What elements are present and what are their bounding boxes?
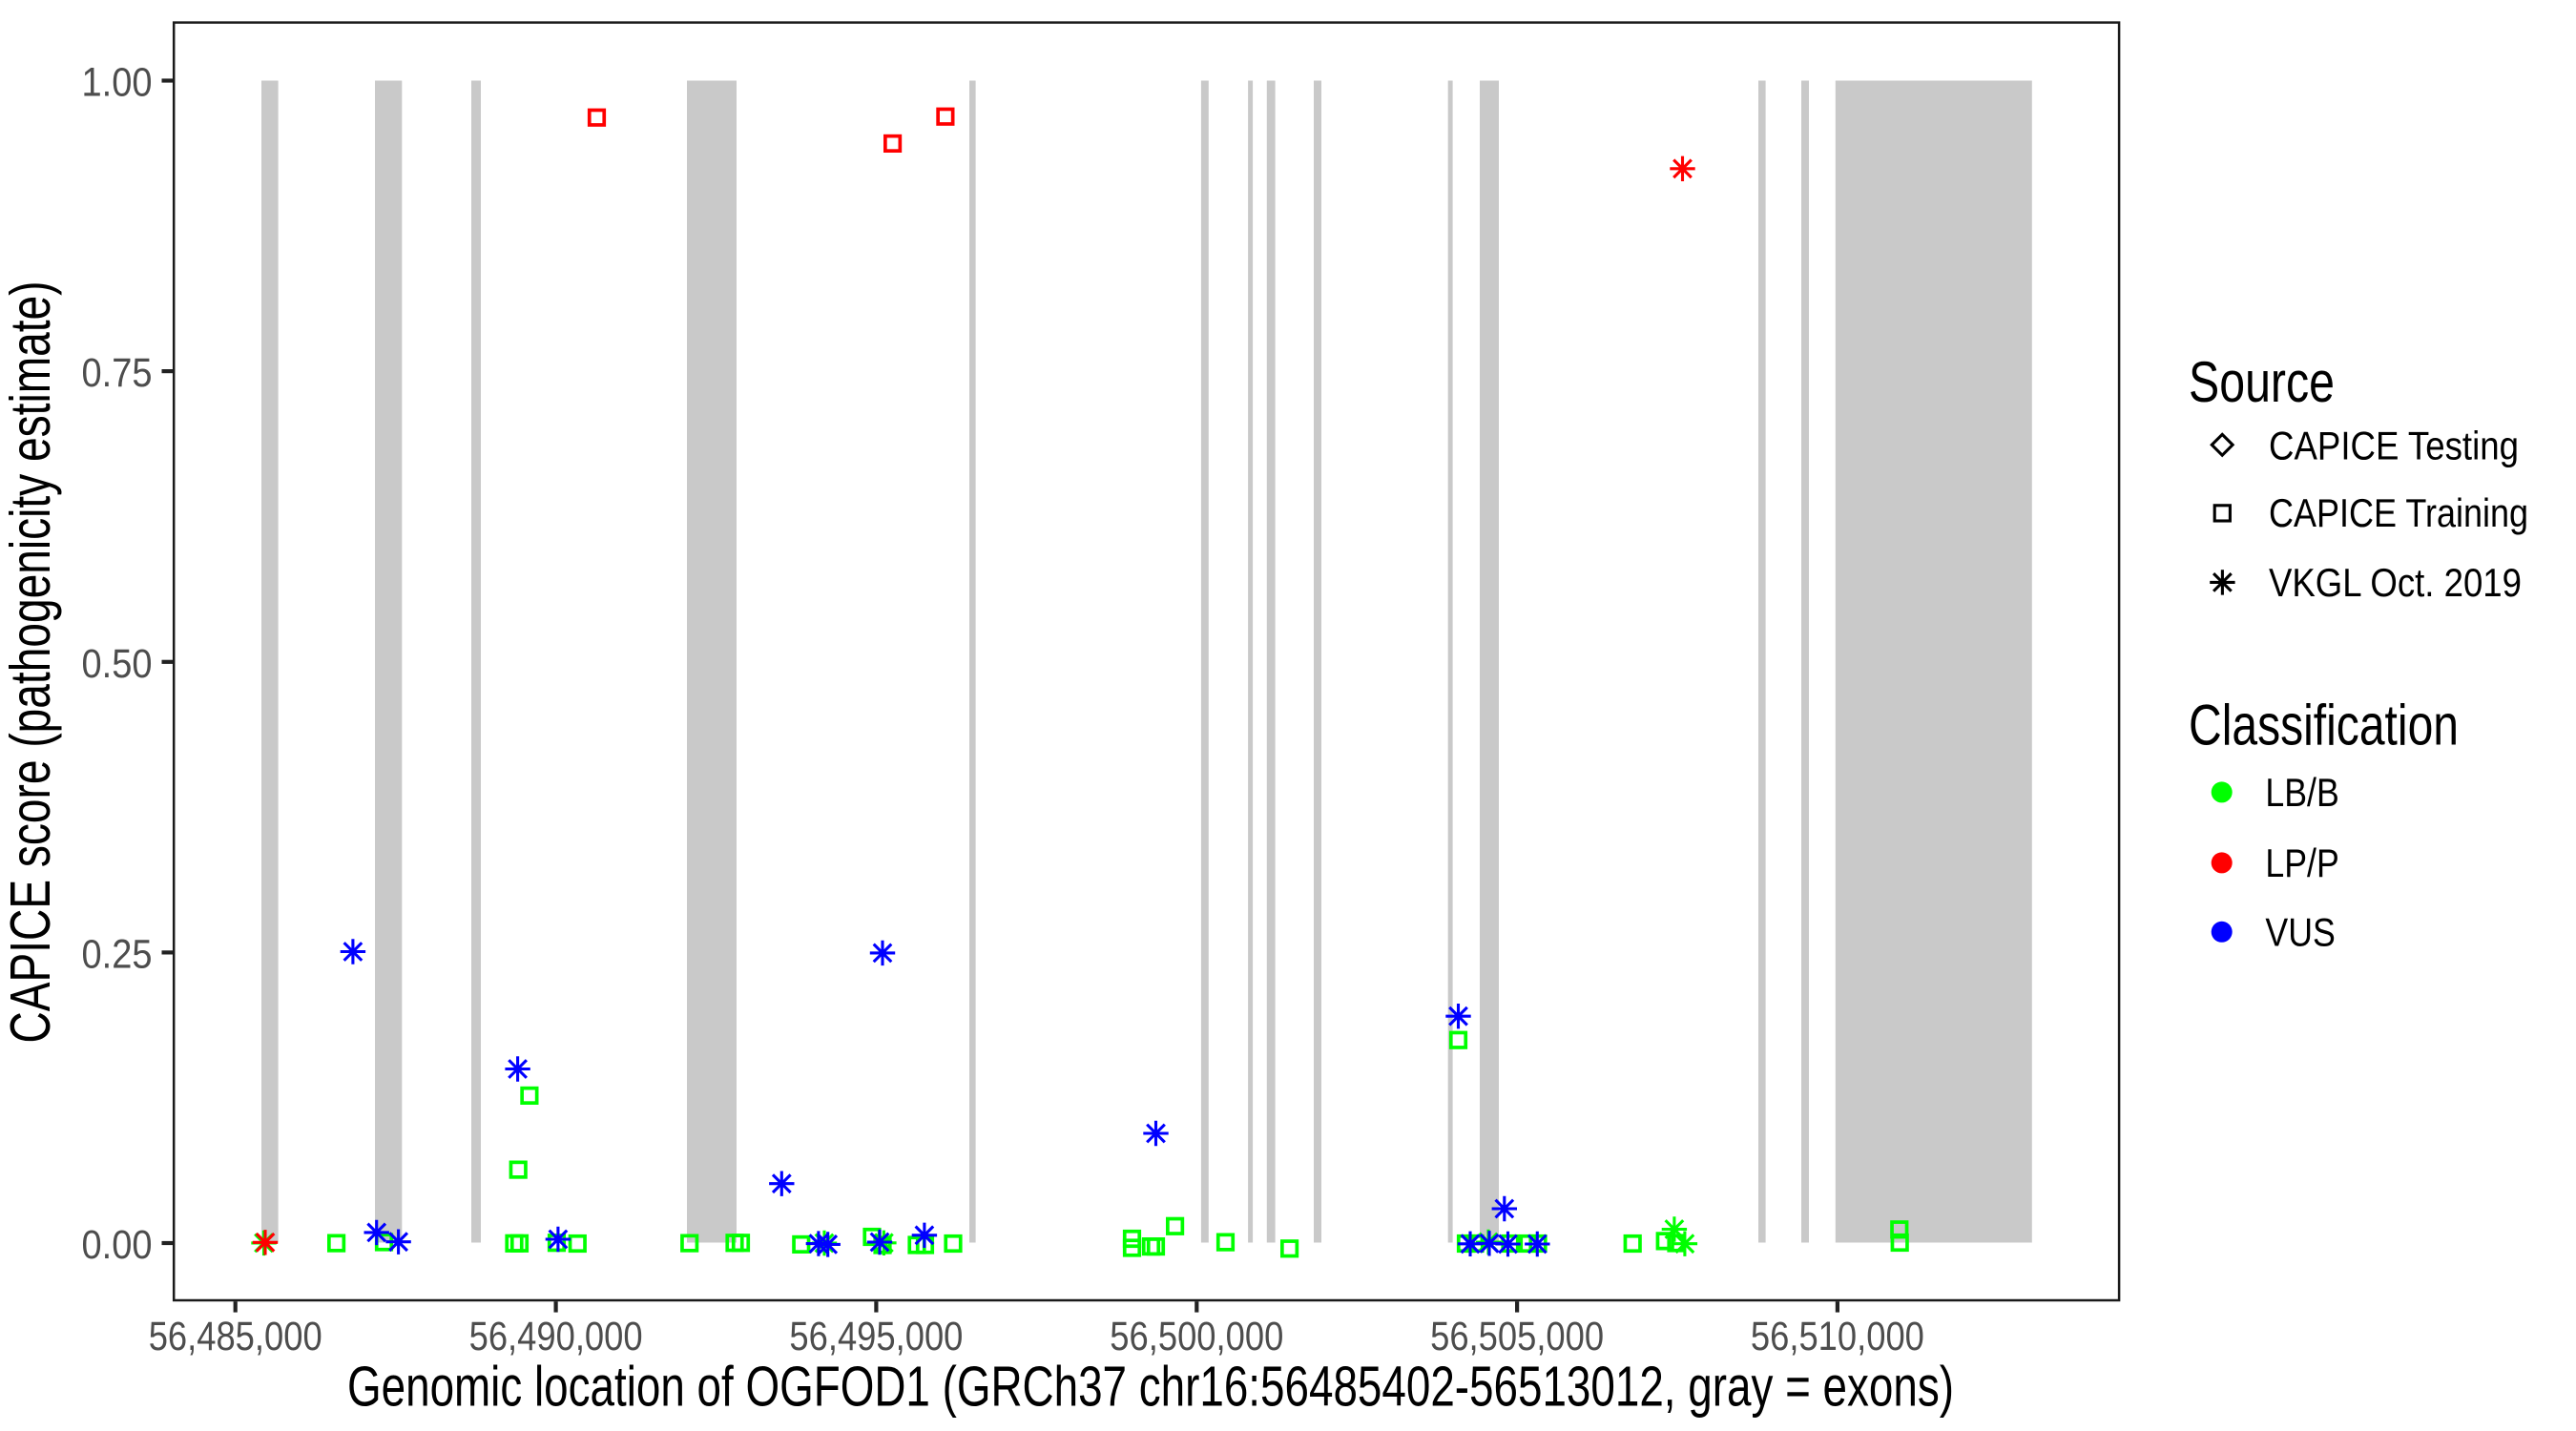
svg-text:56,510,000: 56,510,000: [1751, 1314, 1924, 1359]
svg-text:Classification: Classification: [2189, 694, 2459, 757]
svg-text:0.00: 0.00: [82, 1222, 153, 1268]
svg-text:56,485,000: 56,485,000: [149, 1314, 322, 1359]
svg-text:56,490,000: 56,490,000: [469, 1314, 643, 1359]
svg-text:LP/P: LP/P: [2265, 840, 2338, 885]
svg-text:CAPICE score (pathogenicity es: CAPICE score (pathogenicity estimate): [0, 281, 62, 1044]
svg-text:56,495,000: 56,495,000: [789, 1314, 963, 1359]
svg-text:56,505,000: 56,505,000: [1430, 1314, 1604, 1359]
svg-text:0.25: 0.25: [82, 932, 153, 978]
svg-text:VUS: VUS: [2265, 910, 2335, 955]
svg-text:0.50: 0.50: [82, 641, 153, 687]
svg-text:CAPICE Testing: CAPICE Testing: [2269, 424, 2519, 468]
svg-text:1.00: 1.00: [82, 60, 153, 106]
svg-text:Genomic location of OGFOD1 (GR: Genomic location of OGFOD1 (GRCh37 chr16…: [347, 1356, 1954, 1419]
svg-text:0.75: 0.75: [82, 350, 153, 396]
svg-text:56,500,000: 56,500,000: [1110, 1314, 1283, 1359]
svg-text:VKGL Oct. 2019: VKGL Oct. 2019: [2269, 560, 2522, 605]
svg-text:Source: Source: [2189, 350, 2335, 414]
svg-text:CAPICE Training: CAPICE Training: [2269, 490, 2528, 535]
svg-text:LB/B: LB/B: [2265, 770, 2338, 815]
